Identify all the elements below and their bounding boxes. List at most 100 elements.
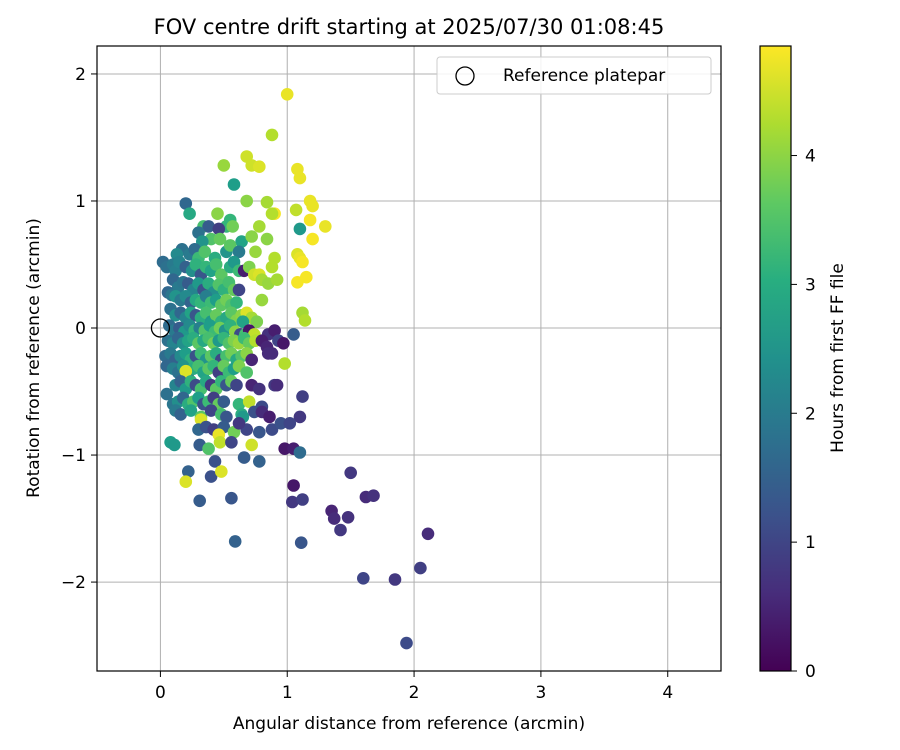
scatter-point bbox=[228, 535, 242, 548]
scatter-point bbox=[211, 207, 224, 220]
scatter-point bbox=[179, 197, 193, 210]
scatter-point bbox=[289, 203, 303, 217]
scatter-point bbox=[245, 438, 258, 452]
scatter-point bbox=[277, 337, 290, 350]
scatter-point bbox=[232, 417, 246, 430]
scatter-point bbox=[252, 455, 266, 468]
y-tick-label: −1 bbox=[61, 446, 86, 466]
scatter-point bbox=[421, 527, 435, 541]
scatter-point bbox=[298, 314, 312, 327]
y-tick-label: −2 bbox=[61, 573, 86, 593]
colorbar-tick-label: 4 bbox=[805, 147, 816, 167]
scatter-point bbox=[400, 636, 413, 650]
scatter-point bbox=[198, 245, 212, 259]
scatter-point bbox=[287, 479, 300, 492]
scatter-point bbox=[250, 315, 264, 329]
scatter-point bbox=[193, 494, 206, 508]
legend-box bbox=[436, 56, 712, 95]
x-tick-label: 2 bbox=[409, 683, 420, 703]
scatter-point bbox=[300, 270, 313, 284]
x-tick-label: 3 bbox=[535, 683, 546, 703]
scatter-point bbox=[242, 395, 256, 409]
scatter-point bbox=[225, 436, 238, 449]
x-axis-label: Angular distance from reference (arcmin) bbox=[233, 714, 585, 734]
scatter-point bbox=[265, 207, 279, 220]
scatter-point bbox=[270, 378, 284, 392]
colorbar-ticks: 0 1 2 3 4 bbox=[791, 147, 816, 682]
scatter-point bbox=[220, 410, 233, 424]
scatter-point bbox=[225, 491, 238, 505]
scatter-point bbox=[235, 235, 248, 248]
reference-platepar-marker bbox=[150, 318, 171, 338]
scatter-point bbox=[280, 88, 294, 101]
colorbar-tick-label: 2 bbox=[805, 404, 816, 424]
legend-marker-reference-platepar bbox=[455, 66, 475, 86]
scatter-point bbox=[265, 260, 279, 274]
scatter-point bbox=[367, 489, 380, 503]
scatter-point bbox=[213, 436, 227, 449]
scatter-point bbox=[223, 239, 237, 252]
scatter-point bbox=[252, 425, 266, 439]
scatter-point bbox=[232, 283, 246, 297]
scatter-point bbox=[319, 220, 332, 233]
scatter-point bbox=[202, 442, 215, 456]
scatter-point bbox=[260, 195, 274, 209]
scatter-point bbox=[255, 293, 269, 307]
scatter-point bbox=[306, 199, 319, 213]
y-tick-label: 2 bbox=[75, 65, 86, 85]
reference-marker-layer bbox=[150, 318, 171, 338]
scatter-point bbox=[293, 171, 307, 185]
y-axis-ticks: 2 1 0 −1 −2 bbox=[61, 65, 97, 593]
scatter-point bbox=[261, 347, 275, 360]
scatter-point bbox=[227, 178, 241, 191]
scatter-point bbox=[303, 213, 317, 227]
scatter-point bbox=[283, 417, 297, 430]
y-axis-label: Rotation from reference (arcmin) bbox=[24, 218, 44, 498]
scatter-point bbox=[296, 493, 309, 506]
colorbar: 0 1 2 3 4 Hours from first FF file bbox=[759, 45, 848, 682]
scatter-point bbox=[168, 438, 181, 452]
scatter-point bbox=[179, 475, 193, 489]
colorbar-tick-label: 3 bbox=[805, 275, 816, 295]
scatter-point bbox=[217, 159, 231, 172]
scatter-point bbox=[230, 378, 243, 392]
scatter-point bbox=[252, 382, 266, 396]
scatter-point bbox=[388, 573, 402, 586]
scatter-point bbox=[296, 255, 309, 269]
scatter-point bbox=[341, 511, 355, 524]
scatter-point bbox=[278, 442, 292, 456]
scatter-point bbox=[189, 258, 203, 271]
scatter-point bbox=[160, 387, 174, 401]
scatter-point bbox=[286, 495, 299, 509]
scatter-point bbox=[226, 220, 239, 233]
scatter-point bbox=[212, 222, 226, 236]
scatter-point bbox=[268, 324, 281, 337]
scatter-point bbox=[236, 315, 250, 329]
scatter-point bbox=[232, 397, 246, 411]
y-tick-label: 0 bbox=[75, 319, 86, 339]
scatter-point bbox=[270, 273, 284, 287]
scatter-points bbox=[156, 88, 435, 650]
scatter-point bbox=[265, 423, 279, 436]
scatter-point bbox=[414, 561, 427, 575]
plot-frame bbox=[96, 45, 722, 672]
scatter-point bbox=[240, 194, 253, 208]
scatter-point bbox=[204, 470, 218, 483]
scatter-point bbox=[182, 465, 195, 478]
scatter-point bbox=[306, 232, 319, 246]
scatter-point bbox=[296, 390, 309, 403]
scatter-point bbox=[232, 245, 246, 259]
scatter-point bbox=[293, 446, 307, 459]
scatter-point bbox=[263, 410, 276, 424]
scatter-point bbox=[174, 408, 187, 421]
scatter-point bbox=[215, 465, 228, 478]
scatter-point bbox=[265, 128, 279, 142]
colorbar-tick-label: 0 bbox=[805, 662, 816, 682]
scatter-point bbox=[183, 207, 196, 220]
scatter-point bbox=[213, 232, 227, 246]
scatter-point bbox=[344, 466, 358, 480]
x-axis-ticks: 0 1 2 3 4 bbox=[155, 671, 673, 703]
scatter-point bbox=[245, 353, 258, 367]
